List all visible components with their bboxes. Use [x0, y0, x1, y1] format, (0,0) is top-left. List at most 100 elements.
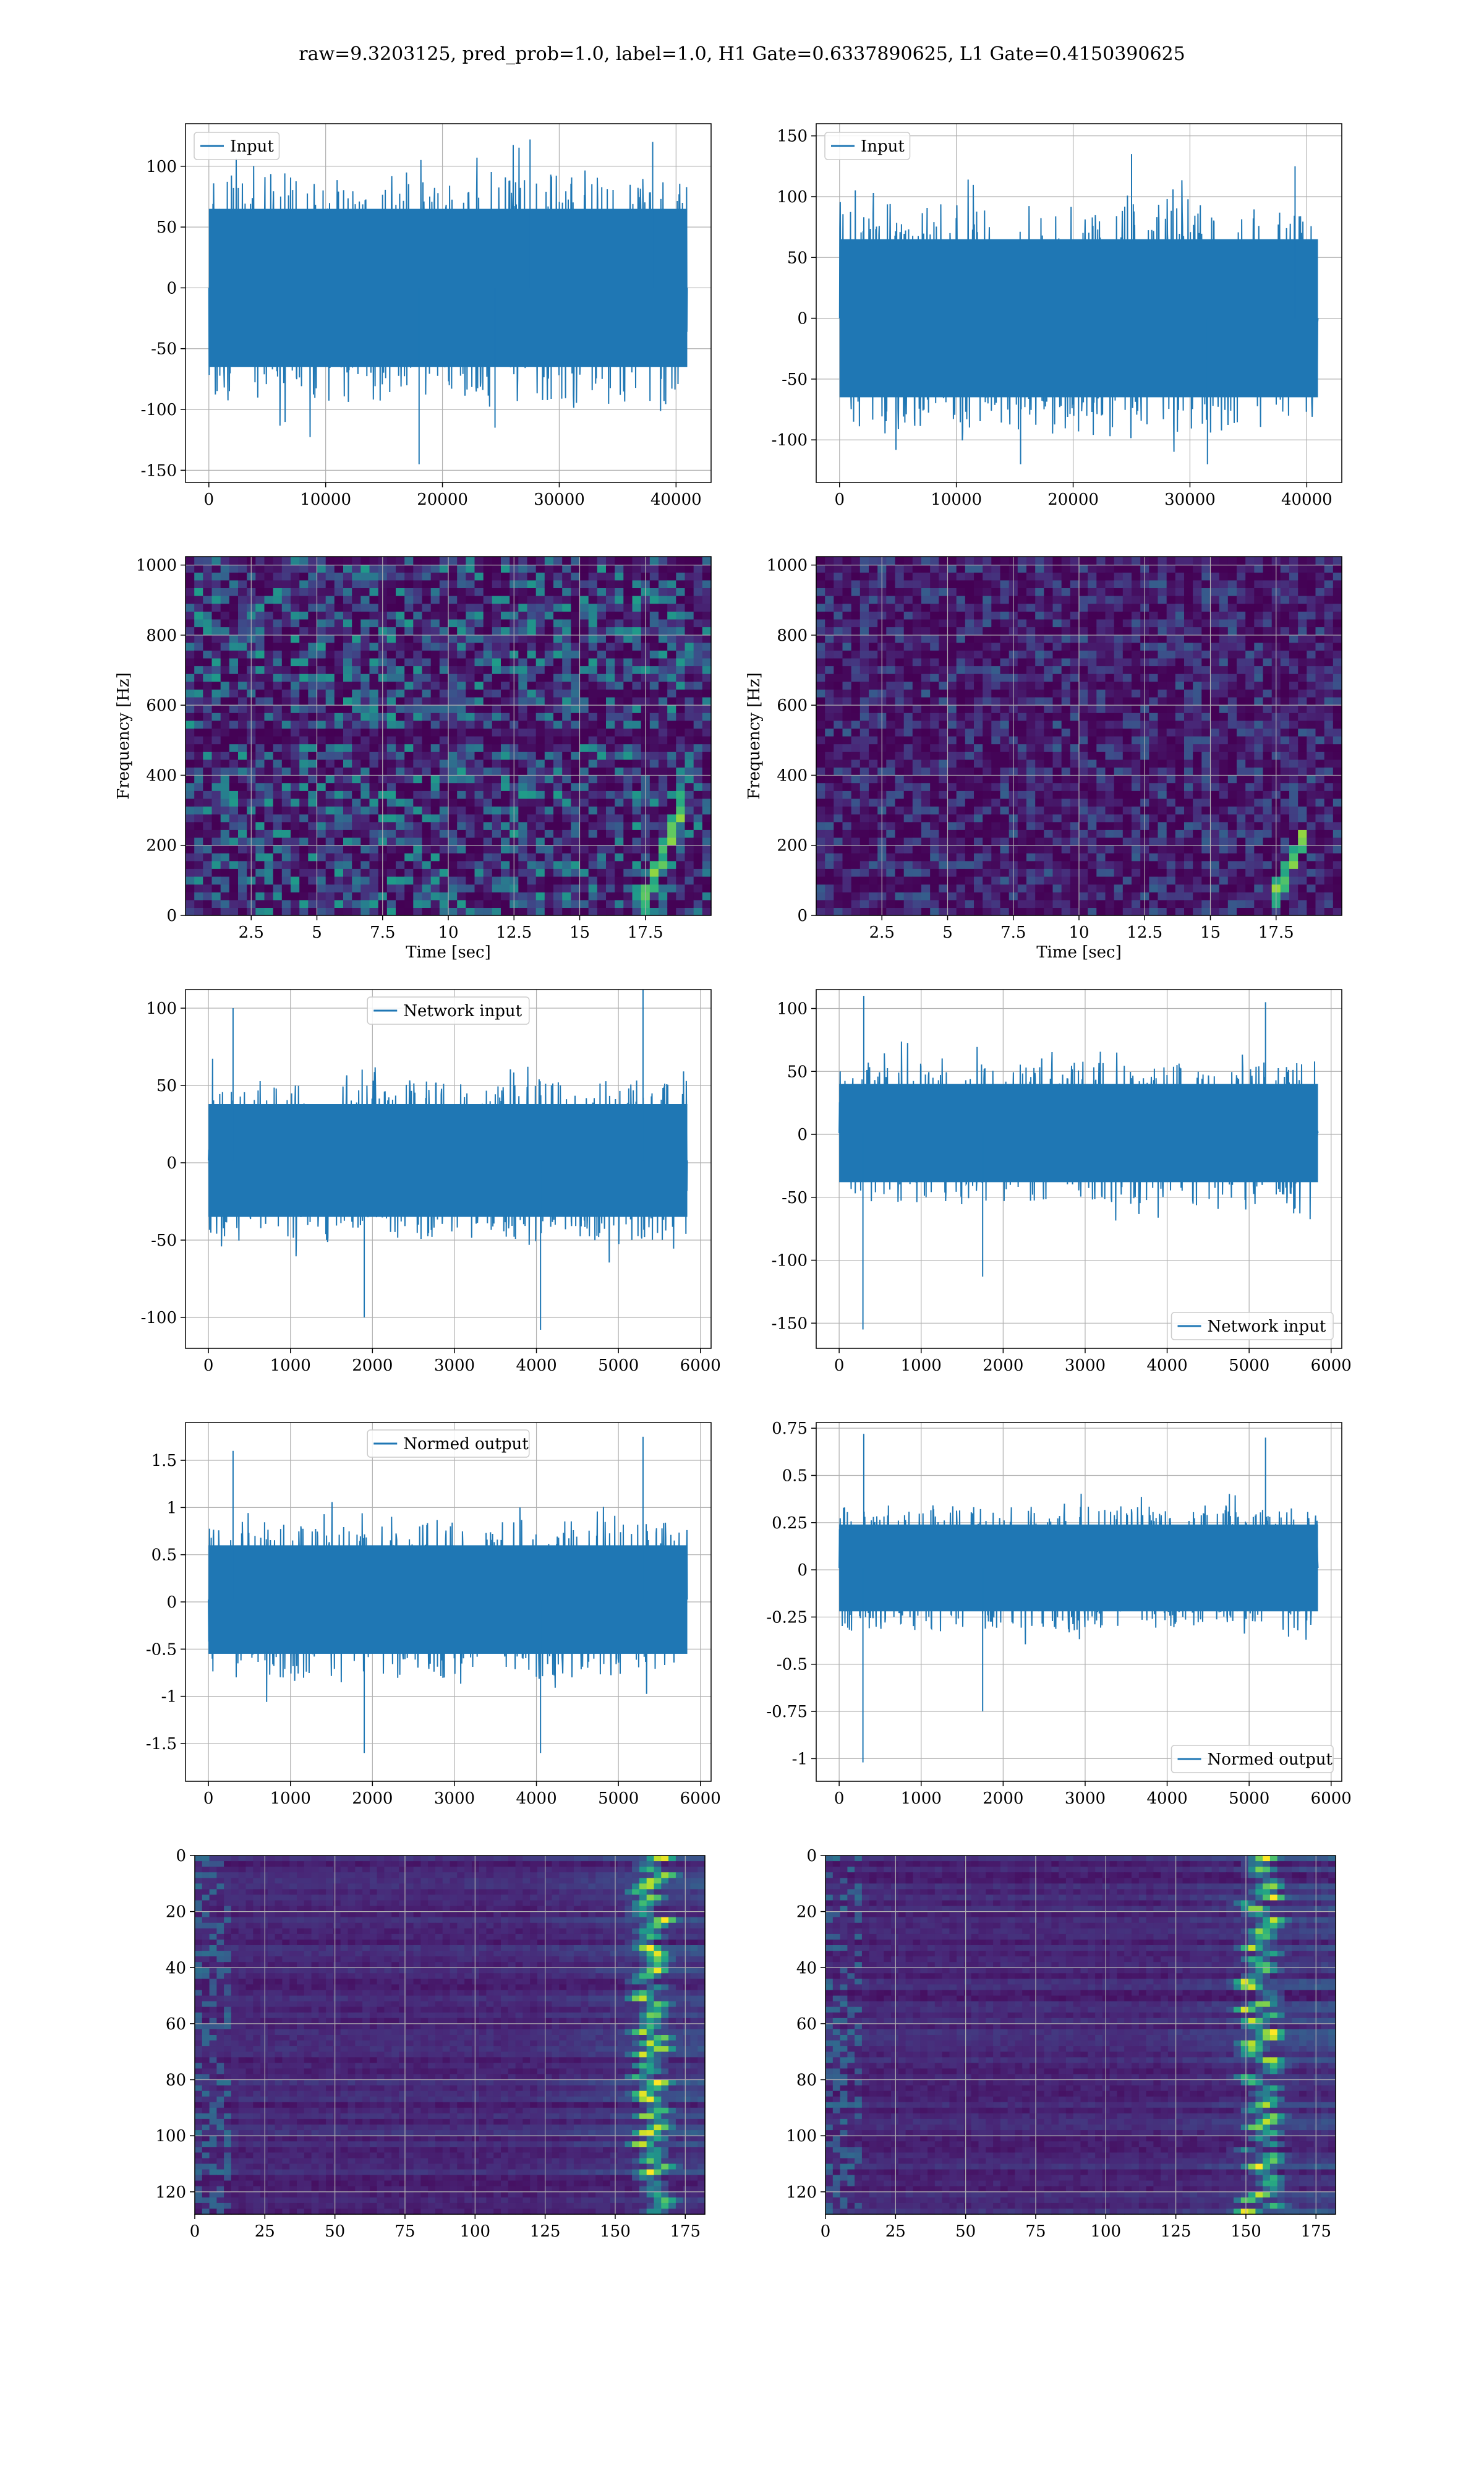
heatmap-cell [1079, 635, 1088, 643]
heatmap-cell [211, 580, 221, 588]
heatmap-cell [325, 759, 335, 768]
heatmap-cell [606, 767, 615, 776]
heatmap-cell [702, 860, 712, 869]
heatmap-cell [325, 588, 335, 596]
x-axis-label: Time [sec] [406, 943, 491, 962]
heatmap-cell [194, 697, 203, 706]
heatmap-cell [947, 790, 957, 799]
heatmap-cell [1079, 611, 1088, 620]
heatmap-cell [186, 627, 195, 635]
heatmap-cell [851, 713, 861, 721]
heatmap-cell [1052, 603, 1062, 612]
heatmap-cell [501, 689, 510, 698]
heatmap-cell [834, 564, 843, 573]
heatmap-cell [203, 806, 213, 815]
heatmap-cell [343, 642, 352, 651]
heatmap-cell [281, 868, 291, 877]
heatmap-cell [422, 611, 432, 620]
heatmap-cell [1017, 618, 1027, 628]
heatmap-cell [859, 697, 869, 706]
heatmap-cell [939, 860, 949, 869]
heatmap-cell [676, 829, 686, 838]
heatmap-cell [1201, 860, 1211, 869]
heatmap-cell [579, 743, 589, 752]
heatmap-cell [194, 759, 203, 768]
heatmap-cell [1201, 666, 1211, 674]
heatmap-cell [1096, 704, 1106, 713]
heatmap-cell [466, 674, 475, 682]
heatmap-cell [334, 657, 344, 667]
heatmap-cell [851, 759, 861, 768]
heatmap-cell [1044, 767, 1054, 776]
heatmap-cell [623, 635, 633, 643]
heatmap-cell [1096, 884, 1106, 892]
heatmap-cell [255, 775, 265, 784]
heatmap-cell [220, 743, 230, 752]
heatmap-cell [413, 650, 423, 659]
heatmap-cell [974, 868, 983, 877]
heatmap-cell [317, 907, 326, 916]
heatmap-cell [1096, 557, 1106, 565]
heatmap-cell [535, 798, 545, 807]
heatmap-cell [921, 689, 931, 698]
heatmap-cell [649, 642, 659, 651]
heatmap-cell [588, 728, 598, 737]
heatmap-cell [422, 751, 432, 760]
heatmap-cell [684, 860, 694, 869]
heatmap-cell [965, 821, 974, 830]
heatmap-cell [527, 860, 537, 869]
heatmap-cell [492, 674, 501, 682]
heatmap-cell [947, 618, 957, 628]
heatmap-cell [448, 814, 458, 823]
heatmap-cell [194, 798, 203, 807]
heatmap-cell [1052, 635, 1062, 643]
heatmap-cell [1017, 704, 1027, 713]
heatmap-cell [1061, 884, 1071, 892]
heatmap-cell [281, 704, 291, 713]
heatmap-cell [308, 751, 318, 760]
heatmap-cell [343, 845, 352, 854]
heatmap-cell [886, 798, 896, 807]
heatmap-cell [325, 642, 335, 651]
heatmap-cell [474, 868, 484, 877]
heatmap-cell [588, 611, 598, 620]
heatmap-cell [422, 736, 432, 745]
heatmap-cell [527, 681, 537, 690]
heatmap-cell [886, 759, 896, 768]
heatmap-cell [194, 588, 203, 596]
heatmap-cell [649, 853, 659, 862]
heatmap-cell [1052, 713, 1062, 721]
heatmap-cell [1088, 876, 1097, 885]
heatmap-cell [360, 845, 370, 854]
heatmap-cell [1000, 580, 1010, 588]
heatmap-cell [1044, 775, 1054, 784]
heatmap-cell [1201, 588, 1211, 596]
heatmap-cell [1166, 657, 1176, 667]
heatmap-cell [264, 697, 274, 706]
heatmap-cell [991, 751, 1001, 760]
heatmap-cell [579, 720, 589, 729]
plot-frame [185, 123, 712, 483]
heatmap-cell [404, 829, 414, 838]
heatmap-cell [553, 603, 563, 612]
heatmap-cell [291, 853, 300, 862]
heatmap-cell [1000, 596, 1010, 604]
heatmap-cell [974, 775, 983, 784]
heatmap-cell [615, 814, 624, 823]
heatmap-cell [632, 899, 642, 908]
heatmap-cell [825, 884, 834, 892]
heatmap-cell [1114, 650, 1124, 659]
heatmap-cell [983, 689, 992, 698]
heatmap-cell [1096, 596, 1106, 604]
heatmap-cell [939, 596, 949, 604]
heatmap-cell [1096, 728, 1106, 737]
heatmap-cell [667, 697, 676, 706]
heatmap-cell [325, 627, 335, 635]
heatmap-cell [579, 681, 589, 690]
heatmap-cell [579, 814, 589, 823]
heatmap-cell [623, 657, 633, 667]
heatmap-cell [702, 635, 712, 643]
heatmap-cell [501, 603, 510, 612]
heatmap-cell [229, 782, 239, 791]
heatmap-cell [439, 759, 449, 768]
